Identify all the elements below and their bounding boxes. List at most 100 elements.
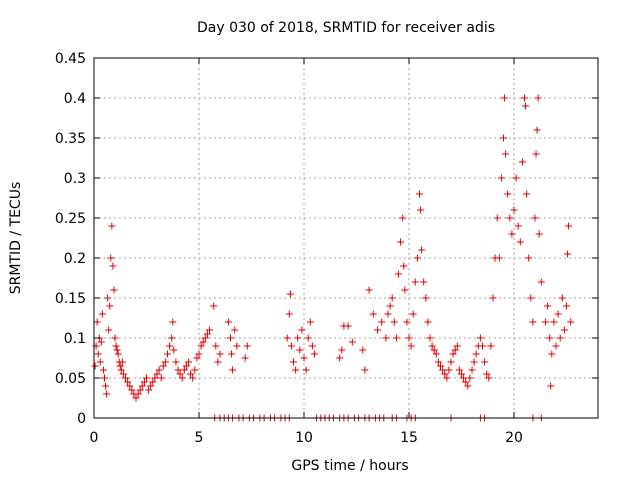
- data-point: [116, 362, 124, 370]
- data-point: [411, 278, 419, 286]
- data-point: [369, 310, 377, 318]
- data-point: [193, 354, 201, 362]
- data-point: [149, 378, 157, 386]
- data-point: [558, 294, 566, 302]
- data-point: [132, 394, 140, 402]
- data-point: [516, 238, 524, 246]
- data-point: [405, 334, 413, 342]
- data-point: [439, 366, 447, 374]
- data-point: [529, 318, 537, 326]
- data-point: [216, 350, 224, 358]
- data-point: [206, 326, 213, 334]
- data-point: [416, 190, 423, 198]
- data-point: [229, 366, 237, 374]
- data-point: [126, 382, 134, 390]
- data-point: [143, 374, 150, 382]
- data-point: [300, 354, 308, 362]
- data-point: [182, 362, 190, 370]
- data-point: [203, 330, 211, 338]
- data-point: [118, 358, 126, 366]
- data-point: [451, 346, 459, 354]
- data-point: [306, 318, 314, 326]
- x-tick-label: 10: [295, 430, 313, 446]
- data-point: [565, 222, 573, 230]
- data-point: [390, 318, 398, 326]
- data-point: [489, 294, 497, 302]
- data-point: [481, 358, 489, 366]
- y-tick-label: 0: [77, 411, 86, 427]
- y-tick-label: 0.1: [64, 331, 86, 347]
- chart-title: Day 030 of 2018, SRMTID for receiver adi…: [197, 20, 495, 36]
- data-point: [296, 346, 304, 354]
- data-point: [510, 206, 518, 214]
- data-point: [145, 386, 153, 394]
- y-tick-label: 0.15: [55, 291, 86, 307]
- data-point: [287, 342, 295, 350]
- data-points: [91, 94, 575, 422]
- data-point: [426, 334, 434, 342]
- data-point: [178, 374, 186, 382]
- data-point: [403, 318, 411, 326]
- data-point: [110, 286, 118, 294]
- data-point: [286, 290, 294, 298]
- data-point: [197, 342, 205, 350]
- data-point: [233, 342, 241, 350]
- data-point: [103, 390, 111, 398]
- data-point: [532, 150, 540, 158]
- data-point: [430, 346, 438, 354]
- data-point: [195, 350, 203, 358]
- data-point: [290, 358, 297, 366]
- data-point: [399, 214, 407, 222]
- data-point: [441, 370, 449, 378]
- data-point: [311, 350, 318, 358]
- data-point: [359, 346, 367, 354]
- data-point: [134, 390, 142, 398]
- data-point: [180, 366, 188, 374]
- data-point: [93, 318, 101, 326]
- data-point: [161, 358, 169, 366]
- data-point: [174, 366, 182, 374]
- y-tick-label: 0.05: [55, 371, 86, 387]
- data-point: [460, 374, 468, 382]
- data-point: [518, 158, 526, 166]
- data-point: [157, 374, 165, 382]
- data-point: [560, 326, 568, 334]
- data-point: [189, 374, 197, 382]
- data-point: [374, 326, 381, 334]
- data-point: [168, 334, 176, 342]
- data-point: [493, 214, 501, 222]
- data-point: [483, 370, 491, 378]
- data-point: [447, 358, 455, 366]
- data-point: [552, 342, 560, 350]
- data-point: [395, 270, 402, 278]
- data-point: [91, 362, 99, 370]
- data-point: [479, 342, 486, 350]
- data-point: [537, 278, 545, 286]
- data-point: [487, 342, 495, 350]
- data-point: [117, 366, 125, 374]
- data-point: [101, 374, 108, 382]
- data-point: [214, 358, 222, 366]
- data-point: [392, 334, 400, 342]
- data-point: [201, 334, 209, 342]
- data-point: [155, 366, 163, 374]
- y-tick-label: 0.3: [64, 171, 86, 187]
- data-point: [210, 302, 218, 310]
- data-point: [228, 350, 236, 358]
- data-point: [485, 374, 493, 382]
- data-point: [308, 342, 316, 350]
- data-point: [112, 342, 120, 350]
- data-point: [504, 190, 512, 198]
- data-point: [382, 334, 390, 342]
- data-point: [176, 370, 184, 378]
- data-point: [191, 366, 199, 374]
- data-point: [285, 310, 293, 318]
- data-point: [212, 342, 220, 350]
- data-point: [384, 310, 392, 318]
- data-point: [512, 174, 520, 182]
- data-point: [527, 294, 535, 302]
- data-point: [462, 378, 470, 386]
- data-point: [136, 386, 144, 394]
- data-point: [128, 386, 136, 394]
